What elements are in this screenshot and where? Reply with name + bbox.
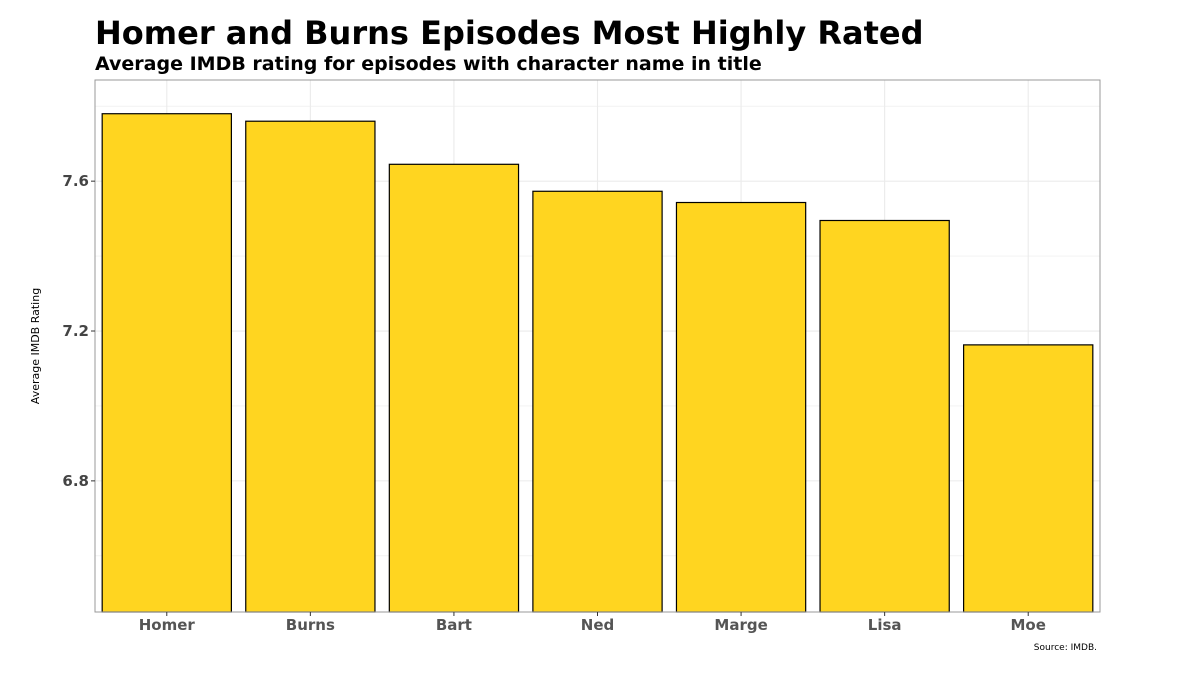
y-tick-label: 7.6 <box>62 172 89 190</box>
x-tick-label: Bart <box>436 616 472 634</box>
y-tick-label: 7.2 <box>62 322 89 340</box>
x-tick-label: Burns <box>286 616 335 634</box>
x-tick-label: Marge <box>714 616 767 634</box>
y-axis-ticks: 6.8 7.2 7.6 <box>62 172 95 490</box>
bar-homer <box>101 113 232 613</box>
bar-marge <box>675 201 807 613</box>
y-tick-label: 6.8 <box>62 472 89 490</box>
bars <box>101 113 1094 613</box>
x-axis-ticks: Homer Burns Bart Ned Marge Lisa Moe <box>139 612 1046 634</box>
x-tick-label: Ned <box>581 616 614 634</box>
bar-lisa <box>819 219 950 613</box>
bar-ned <box>532 190 663 613</box>
source-caption: Source: IMDB. <box>1034 643 1097 653</box>
chart-title: Homer and Burns Episodes Most Highly Rat… <box>95 14 924 52</box>
bar-burns <box>245 120 376 613</box>
chart-subtitle: Average IMDB rating for episodes with ch… <box>95 53 762 75</box>
x-tick-label: Homer <box>139 616 196 634</box>
x-tick-label: Moe <box>1011 616 1046 634</box>
bar-moe <box>963 344 1094 613</box>
bar-bart <box>388 163 520 613</box>
y-axis-label: Average IMDB Rating <box>29 288 42 404</box>
x-tick-label: Lisa <box>868 616 902 634</box>
